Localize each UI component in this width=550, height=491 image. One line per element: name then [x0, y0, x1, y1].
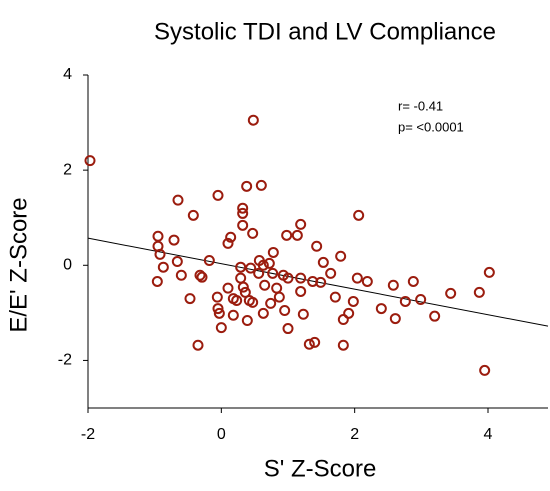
point	[237, 202, 249, 214]
point	[231, 294, 243, 306]
point	[213, 307, 225, 319]
y-tick-label: 0	[63, 257, 72, 274]
point	[399, 295, 411, 307]
point	[235, 272, 247, 284]
point	[212, 189, 224, 201]
point	[317, 256, 329, 268]
point	[297, 308, 309, 320]
point	[347, 295, 359, 307]
y-tick-label: 4	[63, 66, 72, 83]
point	[295, 218, 307, 230]
point	[282, 323, 294, 335]
point	[171, 255, 183, 267]
point	[211, 291, 223, 303]
point	[315, 276, 327, 288]
point	[152, 230, 164, 242]
point	[263, 257, 275, 269]
y-tick-label: 2	[63, 161, 72, 178]
x-axis-label: S' Z-Score	[264, 455, 377, 482]
point	[225, 231, 237, 243]
point	[337, 339, 349, 351]
point	[351, 272, 363, 284]
point	[257, 259, 269, 271]
point	[241, 314, 253, 326]
point	[291, 229, 303, 241]
point	[257, 307, 269, 319]
point	[479, 364, 491, 376]
point	[273, 291, 285, 303]
point	[375, 303, 387, 315]
point	[265, 297, 277, 309]
point	[168, 234, 180, 246]
point	[172, 194, 184, 206]
chart-title: Systolic TDI and LV Compliance	[154, 18, 496, 45]
point	[473, 286, 485, 298]
point	[247, 114, 259, 126]
point	[175, 269, 187, 281]
point	[267, 267, 279, 279]
point	[407, 275, 419, 287]
point	[329, 291, 341, 303]
point	[295, 285, 307, 297]
point	[295, 272, 307, 284]
point	[343, 307, 355, 319]
point	[282, 272, 294, 284]
point	[445, 287, 457, 299]
point	[311, 240, 323, 252]
point	[194, 269, 206, 281]
point	[337, 314, 349, 326]
point	[429, 310, 441, 322]
point	[245, 262, 257, 274]
point	[196, 271, 208, 283]
point	[259, 279, 271, 291]
point	[151, 275, 163, 287]
point	[271, 282, 283, 294]
point	[237, 281, 249, 293]
point	[237, 207, 249, 219]
point	[184, 293, 196, 305]
point	[279, 304, 291, 316]
point	[247, 296, 259, 308]
point	[203, 255, 215, 267]
x-tick-label: -2	[81, 426, 95, 443]
point	[215, 322, 227, 334]
point	[227, 309, 239, 321]
point	[253, 267, 265, 279]
x-tick-label: 4	[484, 426, 493, 443]
annotation: p= <0.0001	[398, 119, 464, 134]
point	[187, 209, 199, 221]
point	[247, 227, 259, 239]
point	[237, 219, 249, 231]
y-axis-label: E/E' Z-Score	[5, 197, 32, 332]
point	[353, 209, 365, 221]
point	[415, 294, 427, 306]
point	[235, 261, 247, 273]
point	[361, 275, 373, 287]
point	[255, 179, 267, 191]
point	[212, 303, 224, 315]
point	[389, 313, 401, 325]
point	[157, 261, 169, 273]
point	[267, 246, 279, 258]
y-tick-label: -2	[58, 352, 72, 369]
point	[154, 248, 166, 260]
point	[84, 155, 96, 167]
point	[309, 336, 321, 348]
x-tick-label: 2	[350, 426, 359, 443]
point	[325, 267, 337, 279]
point	[303, 338, 315, 350]
point	[335, 250, 347, 262]
point	[281, 229, 293, 241]
point	[192, 339, 204, 351]
point	[222, 237, 234, 249]
point	[387, 279, 399, 291]
point	[222, 282, 234, 294]
point	[241, 180, 253, 192]
annotation: r= -0.41	[398, 98, 443, 113]
point	[483, 266, 495, 278]
x-tick-label: 0	[217, 426, 226, 443]
